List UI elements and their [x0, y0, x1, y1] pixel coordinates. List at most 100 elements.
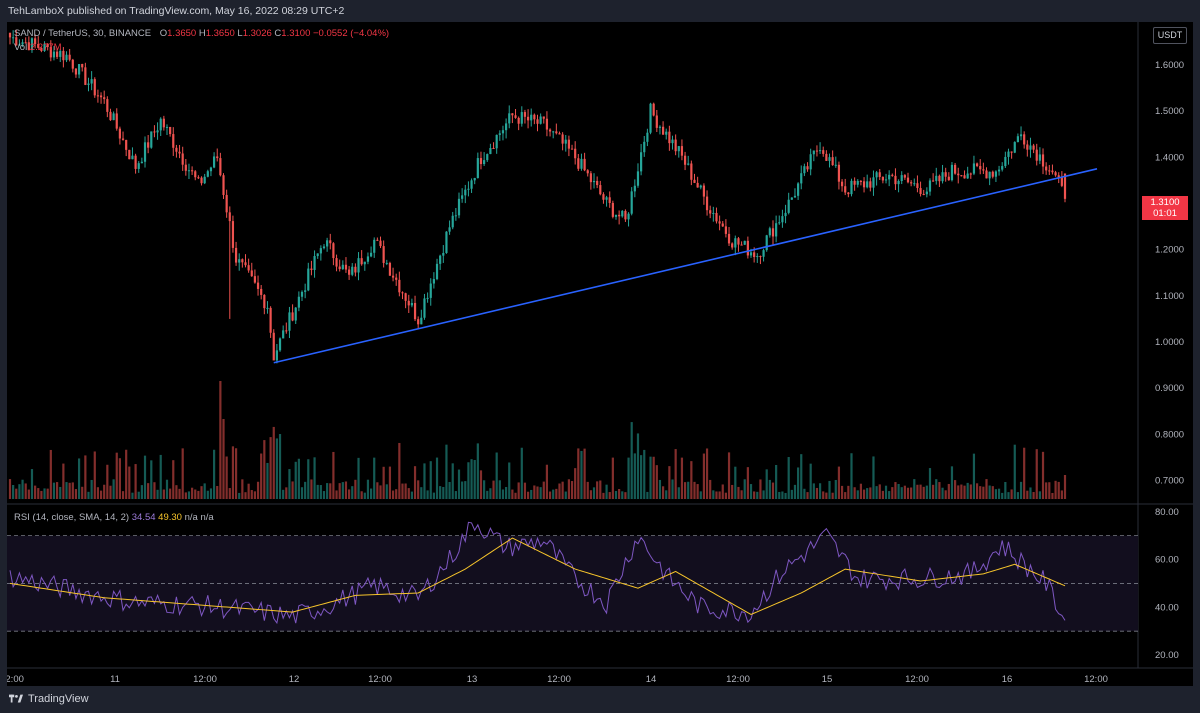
volume-bar [256, 481, 260, 499]
volume-bar [991, 486, 994, 499]
candle-body [1032, 145, 1035, 150]
candle-body [753, 252, 756, 258]
volume-bar [404, 483, 407, 499]
rsi-legend: RSI (14, close, SMA, 14, 2) 34.54 49.30 … [14, 512, 214, 523]
volume-bar [294, 461, 297, 499]
volume-bar [765, 469, 768, 499]
chart-area[interactable]: 0.7000 0.8000 0.9000 1.0000 1.1000 1.2000 1.30… [7, 22, 1193, 686]
volume-bar [470, 459, 473, 499]
time-axis-tick: 12:00 [1084, 674, 1108, 685]
volume-bar [997, 488, 1001, 499]
volume-bar [982, 486, 985, 499]
candle-body [690, 163, 693, 180]
candle-body [903, 175, 906, 178]
candle-body [884, 179, 888, 181]
volume-bar [753, 491, 756, 499]
candle-body [68, 54, 71, 60]
volume-bar [1019, 481, 1023, 499]
volume-bar [847, 485, 850, 499]
volume-bar [900, 487, 903, 499]
volume-bar [740, 490, 743, 499]
volume-bar [228, 488, 231, 499]
volume-bar [1063, 475, 1067, 499]
volume-bar [583, 448, 586, 499]
candle-body [156, 130, 159, 133]
change-value: −0.0552 (−4.04%) [313, 28, 390, 39]
candle-body [373, 239, 376, 253]
candle-body [313, 256, 316, 270]
volume-bar [840, 485, 844, 499]
volume-bar [244, 492, 247, 499]
candle-body [489, 147, 492, 155]
candle-body [646, 132, 649, 142]
candle-body [721, 223, 724, 227]
candle-body [618, 214, 621, 217]
volume-bar [815, 487, 819, 499]
candle-body [947, 176, 950, 181]
candle-body [59, 50, 62, 57]
candle-body [498, 133, 501, 135]
volume-bar [319, 485, 322, 499]
volume-bar [523, 482, 527, 499]
candle-body [1045, 166, 1048, 171]
candle-body [913, 183, 916, 185]
candle-body [652, 103, 655, 116]
candle-body [278, 338, 282, 351]
volume-bar [253, 491, 257, 499]
candle-body [426, 297, 429, 299]
candle-body [778, 222, 781, 224]
candle-body [589, 173, 592, 183]
candle-body [90, 79, 93, 84]
volume-bar [74, 489, 78, 499]
volume-bar [928, 468, 932, 499]
candle-body [812, 150, 815, 155]
candle-body [1048, 170, 1051, 172]
volume-bar [81, 486, 84, 499]
candle-body [906, 177, 910, 183]
price-axis-tick: 1.5000 [1155, 106, 1184, 117]
volume-bar [972, 453, 976, 499]
volume-bar [558, 483, 561, 499]
volume-bar [348, 489, 351, 499]
candle-body [1007, 151, 1010, 157]
candle-body [131, 155, 134, 160]
volume-bar [555, 488, 558, 499]
candle-body [310, 268, 313, 270]
chart-canvas[interactable]: 0.7000 0.8000 0.9000 1.0000 1.1000 1.2000 1.30… [7, 22, 1193, 686]
volume-bar [724, 492, 727, 499]
volume-bar [184, 492, 187, 499]
symbol-label[interactable]: SAND / TetherUS, 30, BINANCE [14, 28, 152, 39]
candle-body [574, 148, 577, 159]
volume-bar [225, 456, 228, 499]
volume-bar [40, 490, 43, 499]
volume-bar [128, 466, 131, 499]
rsi-label[interactable]: RSI (14, close, SMA, 14, 2) [14, 512, 130, 523]
volume-bar [197, 490, 200, 499]
candle-body [360, 258, 363, 265]
low-value: 1.3026 [242, 28, 272, 39]
candle-body [300, 291, 304, 297]
volume-bar [803, 488, 806, 499]
volume-bar [495, 452, 498, 499]
vol-label: Vol [14, 42, 28, 53]
volume-bar [329, 483, 332, 499]
open-value: 1.3650 [167, 28, 197, 39]
volume-bar [310, 479, 313, 499]
candle-body [134, 155, 137, 169]
time-axis-tick: 16 [1002, 674, 1013, 685]
volume-bar [106, 464, 109, 499]
high-label: H [198, 28, 206, 39]
volume-bar [643, 449, 646, 499]
candle-body [253, 276, 257, 283]
candle-body [781, 216, 784, 223]
volume-bar [797, 467, 800, 499]
candle-body [869, 181, 872, 188]
volume-bar [1038, 491, 1041, 499]
currency-badge[interactable]: USDT [1153, 27, 1187, 44]
candle-body [960, 175, 963, 177]
last-price-tag: 1.3100 01:01 [1142, 196, 1188, 220]
tradingview-logo[interactable]: TradingView [9, 693, 89, 705]
candle-body [294, 307, 297, 321]
candle-body [84, 67, 87, 85]
volume-bar [486, 490, 489, 499]
